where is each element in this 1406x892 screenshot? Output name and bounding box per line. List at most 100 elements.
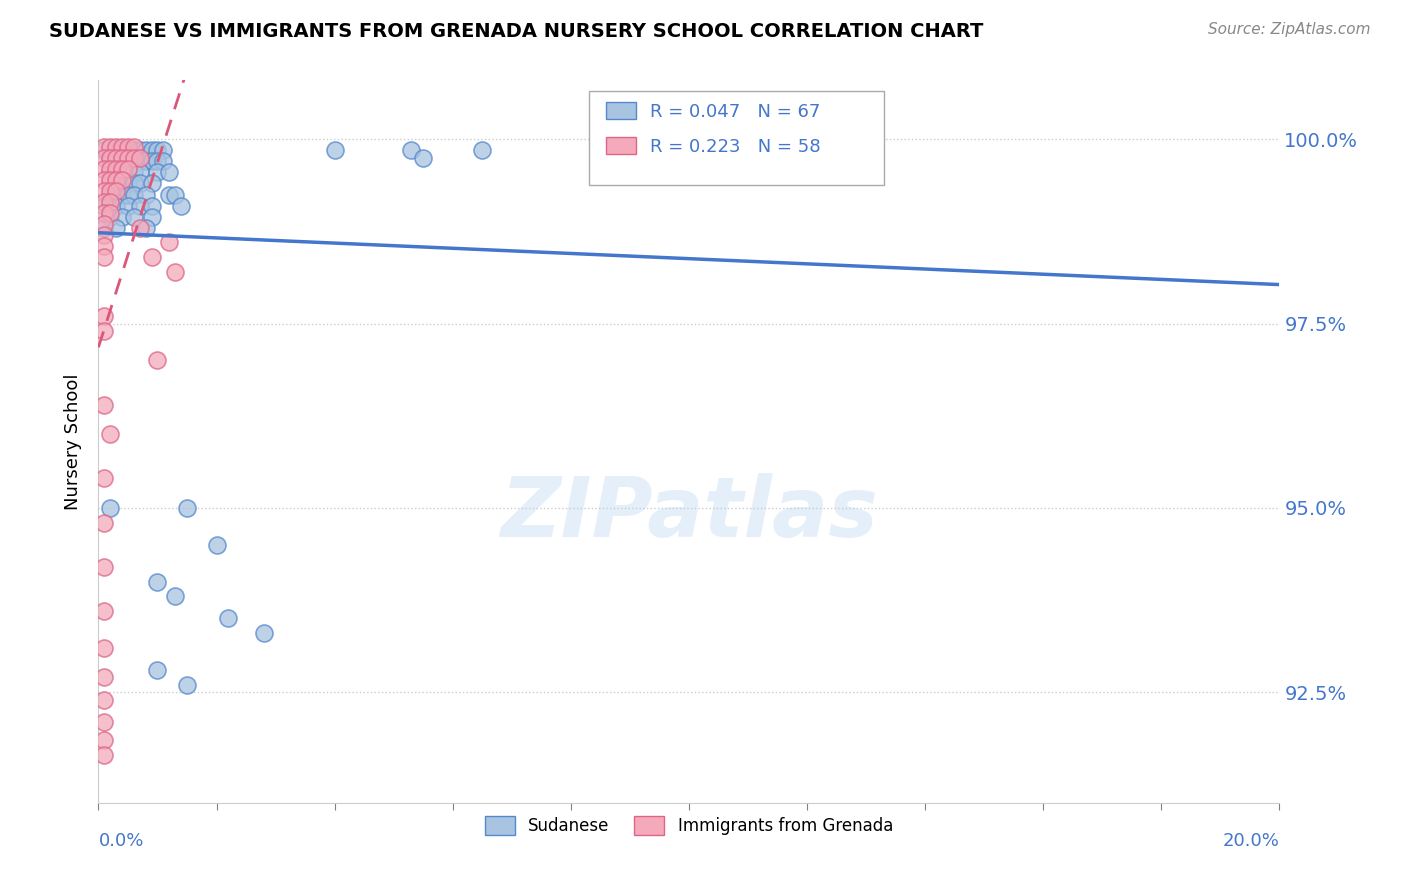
- Text: R = 0.223   N = 58: R = 0.223 N = 58: [650, 137, 821, 156]
- Point: [93, 670, 115, 684]
- Point: [170, 199, 193, 213]
- Point: [117, 177, 139, 191]
- Point: [98, 173, 121, 187]
- Point: [152, 154, 174, 169]
- Point: [93, 640, 115, 655]
- Point: [111, 210, 134, 224]
- Point: [93, 398, 115, 412]
- Point: [93, 309, 115, 323]
- Point: [135, 154, 157, 169]
- Point: [93, 144, 115, 158]
- Point: [93, 747, 115, 762]
- Point: [117, 154, 139, 169]
- Point: [93, 239, 115, 253]
- Point: [146, 574, 169, 589]
- Point: [253, 626, 276, 640]
- Point: [98, 427, 121, 442]
- Point: [141, 154, 163, 169]
- Point: [117, 161, 139, 176]
- Point: [122, 151, 145, 165]
- Point: [122, 165, 145, 179]
- Point: [128, 199, 150, 213]
- Point: [128, 144, 150, 158]
- Point: [93, 733, 115, 747]
- FancyBboxPatch shape: [589, 91, 884, 185]
- Point: [105, 199, 128, 213]
- Point: [141, 199, 163, 213]
- Point: [117, 151, 139, 165]
- Point: [98, 177, 121, 191]
- Point: [98, 187, 121, 202]
- Point: [93, 692, 115, 706]
- Point: [105, 173, 128, 187]
- Point: [146, 144, 169, 158]
- Point: [128, 165, 150, 179]
- Point: [157, 235, 180, 250]
- Point: [93, 151, 115, 165]
- Point: [93, 604, 115, 618]
- Point: [146, 353, 169, 368]
- Text: 20.0%: 20.0%: [1223, 831, 1279, 850]
- Point: [122, 144, 145, 158]
- Point: [412, 151, 434, 165]
- Point: [93, 139, 115, 153]
- Point: [111, 165, 134, 179]
- Point: [146, 154, 169, 169]
- Point: [105, 139, 128, 153]
- Point: [98, 206, 121, 220]
- Point: [135, 187, 157, 202]
- Point: [471, 144, 494, 158]
- Point: [105, 220, 128, 235]
- Point: [135, 220, 157, 235]
- Point: [93, 199, 115, 213]
- Text: SUDANESE VS IMMIGRANTS FROM GRENADA NURSERY SCHOOL CORRELATION CHART: SUDANESE VS IMMIGRANTS FROM GRENADA NURS…: [49, 22, 984, 41]
- Point: [122, 210, 145, 224]
- Point: [111, 187, 134, 202]
- Point: [165, 265, 187, 279]
- Point: [111, 144, 134, 158]
- Point: [98, 151, 121, 165]
- Point: [93, 184, 115, 198]
- Point: [128, 177, 150, 191]
- Point: [93, 173, 115, 187]
- Point: [105, 161, 128, 176]
- Point: [141, 177, 163, 191]
- Point: [122, 177, 145, 191]
- Text: ZIPatlas: ZIPatlas: [501, 474, 877, 554]
- Point: [111, 161, 134, 176]
- Point: [117, 144, 139, 158]
- Point: [93, 324, 115, 338]
- Point: [157, 165, 180, 179]
- Point: [401, 144, 423, 158]
- Point: [117, 139, 139, 153]
- Bar: [606, 103, 636, 120]
- Point: [98, 165, 121, 179]
- Point: [105, 144, 128, 158]
- Point: [141, 250, 163, 264]
- Point: [93, 217, 115, 231]
- Point: [165, 187, 187, 202]
- Point: [98, 154, 121, 169]
- Text: R = 0.047   N = 67: R = 0.047 N = 67: [650, 103, 820, 121]
- Point: [141, 144, 163, 158]
- Point: [98, 161, 121, 176]
- Point: [323, 144, 346, 158]
- Point: [165, 590, 187, 604]
- Point: [146, 165, 169, 179]
- Point: [93, 220, 115, 235]
- Text: 0.0%: 0.0%: [98, 831, 143, 850]
- Text: Source: ZipAtlas.com: Source: ZipAtlas.com: [1208, 22, 1371, 37]
- Point: [122, 187, 145, 202]
- Point: [117, 165, 139, 179]
- Bar: [606, 136, 636, 154]
- Point: [98, 500, 121, 515]
- Point: [122, 139, 145, 153]
- Point: [111, 151, 134, 165]
- Point: [217, 611, 239, 625]
- Point: [152, 144, 174, 158]
- Point: [111, 173, 134, 187]
- Point: [105, 177, 128, 191]
- Point: [796, 161, 818, 176]
- Point: [93, 714, 115, 729]
- Point: [98, 139, 121, 153]
